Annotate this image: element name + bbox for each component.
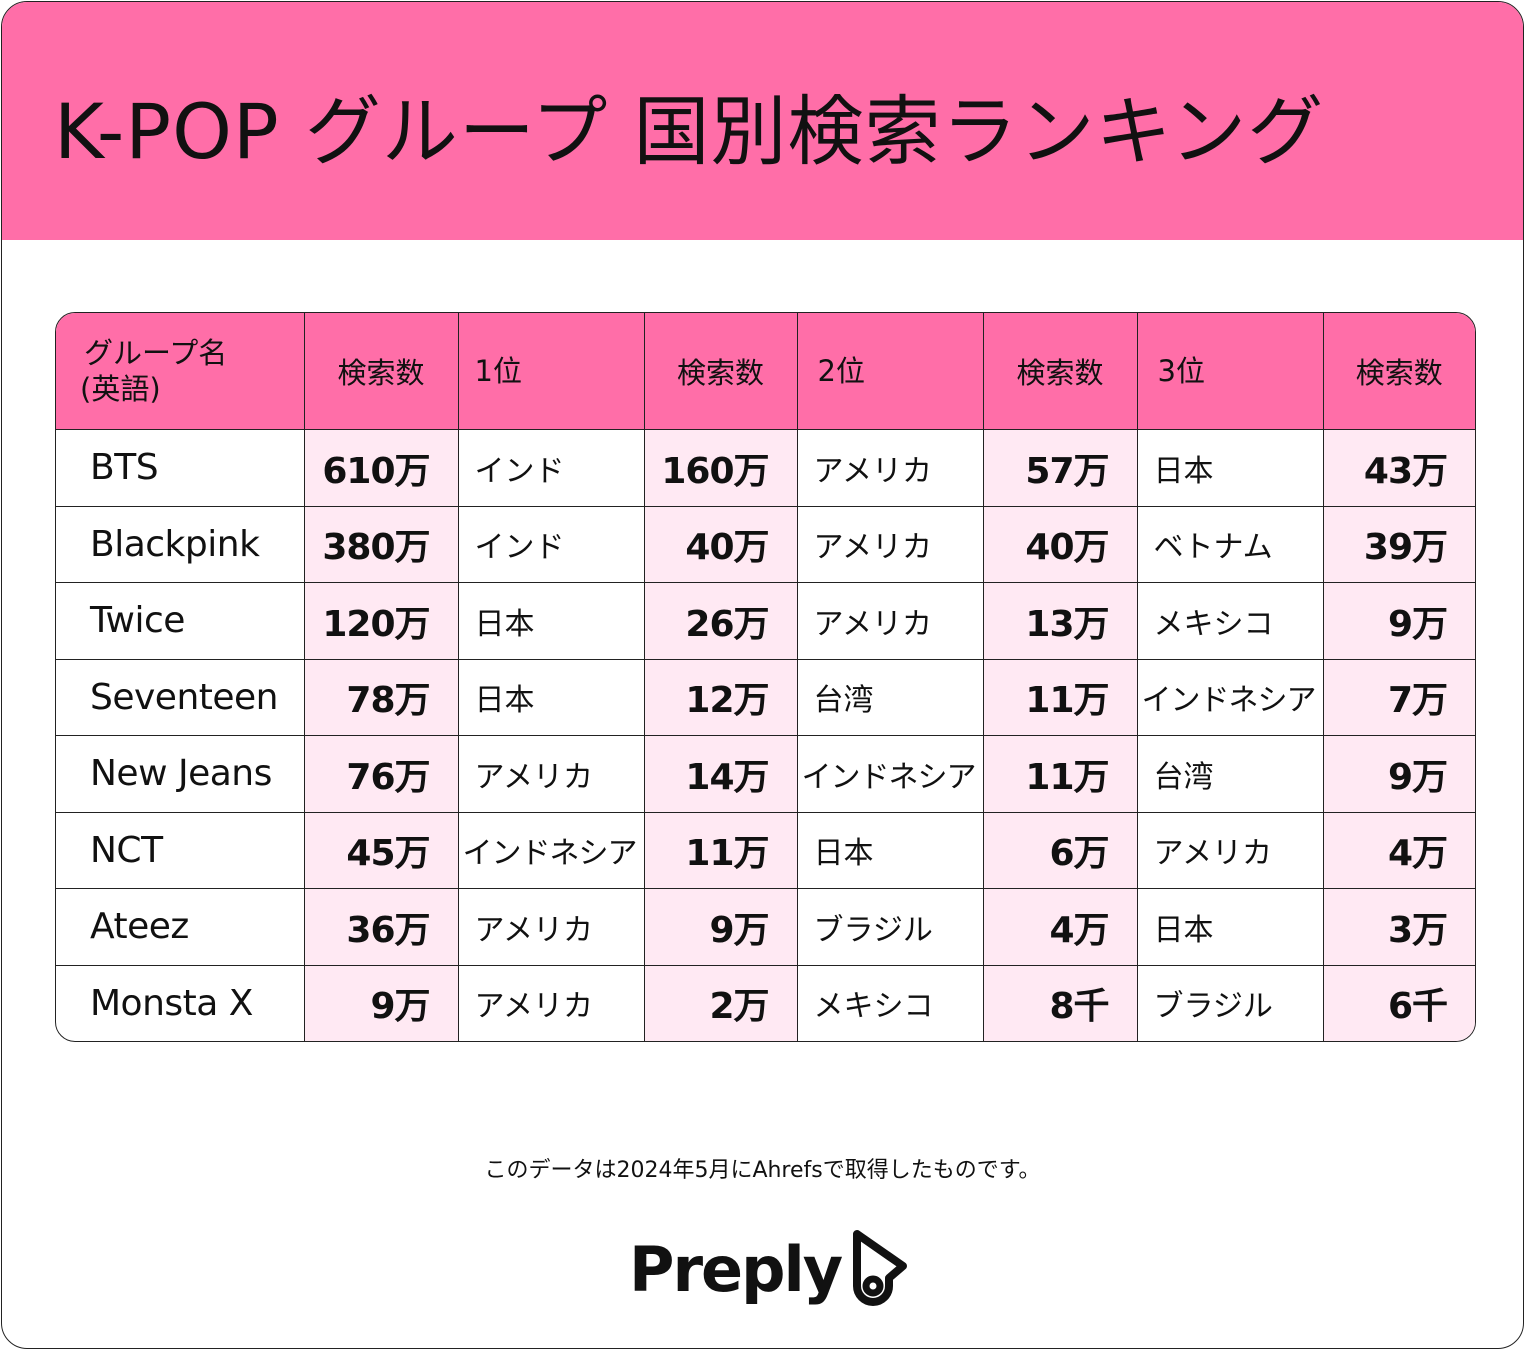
rank1-country-cell: インドネシア	[457, 811, 645, 889]
rank2-country-cell: インドネシア	[796, 735, 984, 813]
total-searches-cell: 76万	[303, 735, 459, 813]
rank2-searches-cell: 8千	[982, 964, 1138, 1041]
table-row: BTS 610万 インド 160万 アメリカ 57万 日本 43万	[56, 429, 1475, 507]
rank3-searches-cell: 6千	[1322, 964, 1475, 1041]
header-rank1: 1位	[457, 313, 645, 430]
total-searches-cell: 9万	[303, 964, 459, 1041]
rank2-searches-cell: 4万	[982, 888, 1138, 966]
title-banner: K-POP グループ 国別検索ランキング	[2, 2, 1523, 240]
rank1-country-cell: アメリカ	[457, 964, 645, 1041]
ranking-table: グループ名 (英語) 検索数 1位 検索数 2位 検索数 3位 検索数 BTS 6…	[56, 313, 1475, 1041]
rank3-searches-cell: 4万	[1322, 811, 1475, 889]
rank2-country-cell: 台湾	[796, 658, 984, 736]
rank3-country-cell: 日本	[1136, 429, 1324, 507]
rank2-country-cell: アメリカ	[796, 429, 984, 507]
table-row: Seventeen 78万 日本 12万 台湾 11万 インドネシア 7万	[56, 658, 1475, 736]
rank2-searches-cell: 11万	[982, 735, 1138, 813]
rank2-country-cell: メキシコ	[796, 964, 984, 1041]
rank2-country-cell: 日本	[796, 811, 984, 889]
page-title: K-POP グループ 国別検索ランキング	[54, 87, 1325, 176]
rank1-searches-cell: 160万	[643, 429, 798, 507]
rank1-searches-cell: 14万	[643, 735, 798, 813]
rank3-country-cell: メキシコ	[1136, 582, 1324, 660]
header-total-searches: 検索数	[303, 313, 459, 430]
header-rank2: 2位	[796, 313, 984, 430]
table-header-row: グループ名 (英語) 検索数 1位 検索数 2位 検索数 3位 検索数	[56, 313, 1475, 430]
table-row: New Jeans 76万 アメリカ 14万 インドネシア 11万 台湾 9万	[56, 735, 1475, 813]
rank1-searches-cell: 11万	[643, 811, 798, 889]
rank3-searches-cell: 9万	[1322, 582, 1475, 660]
footnote: このデータは2024年5月にAhrefsで取得したものです。	[484, 1158, 1041, 1183]
group-name-cell: Ateez	[56, 888, 305, 966]
rank1-country-cell: アメリカ	[457, 888, 645, 966]
rank3-country-cell: ベトナム	[1136, 505, 1324, 583]
header-rank3: 3位	[1136, 313, 1324, 430]
rank1-country-cell: インド	[457, 505, 645, 583]
rank1-searches-cell: 12万	[643, 658, 798, 736]
rank1-country-cell: 日本	[457, 658, 645, 736]
group-name-cell: Blackpink	[56, 505, 305, 583]
rank1-searches-cell: 9万	[643, 888, 798, 966]
rank3-country-cell: アメリカ	[1136, 811, 1324, 889]
header-rank1-searches: 検索数	[643, 313, 798, 430]
rank1-searches-cell: 2万	[643, 964, 798, 1041]
rank2-searches-cell: 57万	[982, 429, 1138, 507]
total-searches-cell: 380万	[303, 505, 459, 583]
rank3-searches-cell: 3万	[1322, 888, 1475, 966]
table-row: Twice 120万 日本 26万 アメリカ 13万 メキシコ 9万	[56, 582, 1475, 660]
rank1-country-cell: 日本	[457, 582, 645, 660]
rank3-country-cell: 台湾	[1136, 735, 1324, 813]
total-searches-cell: 610万	[303, 429, 459, 507]
preply-logo: Preply	[629, 1224, 911, 1314]
rank3-country-cell: インドネシア	[1136, 658, 1324, 736]
rank2-searches-cell: 40万	[982, 505, 1138, 583]
total-searches-cell: 36万	[303, 888, 459, 966]
rank3-searches-cell: 7万	[1322, 658, 1475, 736]
total-searches-cell: 78万	[303, 658, 459, 736]
table-row: Monsta X 9万 アメリカ 2万 メキシコ 8千 ブラジル 6千	[56, 964, 1475, 1041]
header-group-name-line1: グループ名	[84, 336, 228, 370]
group-name-cell: NCT	[56, 811, 305, 889]
table-row: Blackpink 380万 インド 40万 アメリカ 40万 ベトナム 39万	[56, 505, 1475, 583]
ranking-table-container: グループ名 (英語) 検索数 1位 検索数 2位 検索数 3位 検索数 BTS 6…	[55, 312, 1476, 1042]
rank2-country-cell: アメリカ	[796, 505, 984, 583]
group-name-cell: New Jeans	[56, 735, 305, 813]
preply-hat-icon	[849, 1228, 911, 1310]
rank3-country-cell: ブラジル	[1136, 964, 1324, 1041]
rank3-searches-cell: 43万	[1322, 429, 1475, 507]
brand-name: Preply	[629, 1232, 843, 1306]
table-row: Ateez 36万 アメリカ 9万 ブラジル 4万 日本 3万	[56, 888, 1475, 966]
rank2-searches-cell: 6万	[982, 811, 1138, 889]
rank1-country-cell: インド	[457, 429, 645, 507]
table-row: NCT 45万 インドネシア 11万 日本 6万 アメリカ 4万	[56, 811, 1475, 889]
rank1-country-cell: アメリカ	[457, 735, 645, 813]
group-name-cell: Monsta X	[56, 964, 305, 1041]
rank2-searches-cell: 13万	[982, 582, 1138, 660]
rank3-searches-cell: 9万	[1322, 735, 1475, 813]
rank3-country-cell: 日本	[1136, 888, 1324, 966]
rank2-country-cell: アメリカ	[796, 582, 984, 660]
table-body: BTS 610万 インド 160万 アメリカ 57万 日本 43万 Blackpink 380万イ…	[56, 429, 1475, 1041]
header-group-name-line2: (英語)	[80, 372, 161, 406]
total-searches-cell: 45万	[303, 811, 459, 889]
group-name-cell: Seventeen	[56, 658, 305, 736]
rank3-searches-cell: 39万	[1322, 505, 1475, 583]
header-rank3-searches: 検索数	[1322, 313, 1475, 430]
header-rank2-searches: 検索数	[982, 313, 1138, 430]
group-name-cell: BTS	[56, 429, 305, 507]
header-group-name: グループ名 (英語)	[56, 313, 305, 430]
group-name-cell: Twice	[56, 582, 305, 660]
rank1-searches-cell: 26万	[643, 582, 798, 660]
total-searches-cell: 120万	[303, 582, 459, 660]
rank2-searches-cell: 11万	[982, 658, 1138, 736]
rank1-searches-cell: 40万	[643, 505, 798, 583]
rank2-country-cell: ブラジル	[796, 888, 984, 966]
